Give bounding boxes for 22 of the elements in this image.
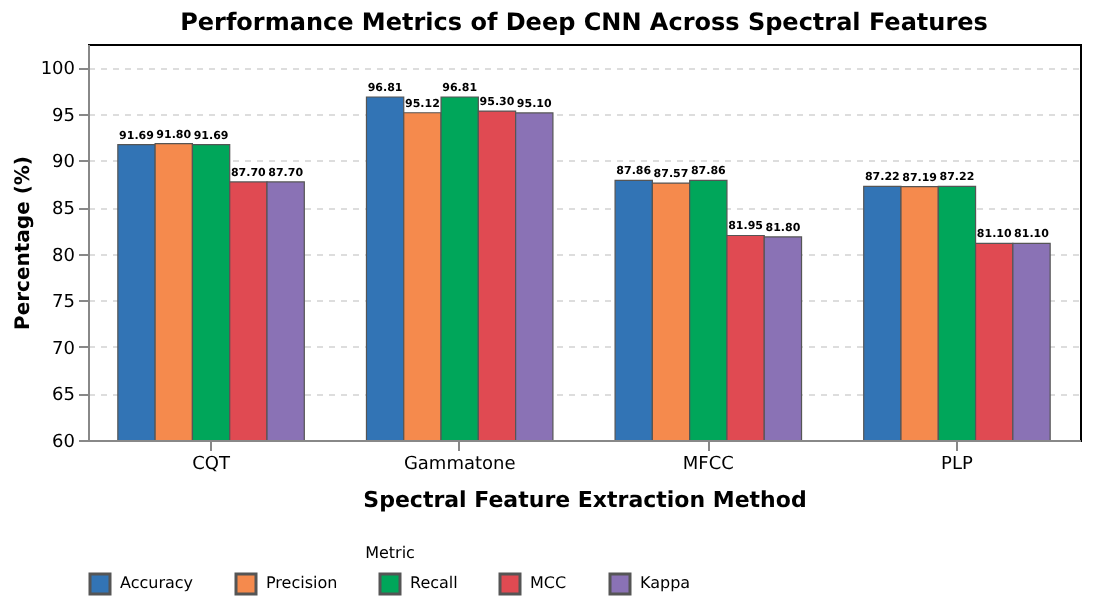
legend-title: Metric (365, 544, 415, 562)
y-tick-label: 90 (52, 153, 76, 174)
y-tick-label: 70 (52, 339, 76, 360)
legend-label: Kappa (640, 574, 691, 592)
y-tick-label: 65 (52, 386, 75, 407)
legend-label: Accuracy (120, 574, 194, 592)
x-tick-label: PLP (941, 455, 974, 475)
y-tick-label: 80 (52, 246, 76, 267)
y-tick-label: 60 (52, 433, 76, 453)
chart-title: Performance Metrics of Deep CNN Across Spectral Features (180, 8, 988, 36)
y-tick-label: 75 (52, 293, 75, 314)
x-axis-title: Spectral Feature Extraction Method (363, 487, 807, 513)
y-tick-label: 85 (52, 200, 75, 221)
y-axis-title: Percentage (%) (12, 156, 35, 330)
x-tick-label: MFCC (682, 455, 734, 475)
legend-label: Precision (266, 574, 338, 592)
x-tick-label: CQT (192, 455, 231, 475)
y-tick-label: 95 (52, 106, 75, 127)
legend-label: Recall (410, 574, 458, 592)
legend-label: MCC (530, 574, 567, 592)
y-tick-label: 100 (40, 60, 76, 81)
x-tick-label: Gammatone (403, 455, 517, 475)
